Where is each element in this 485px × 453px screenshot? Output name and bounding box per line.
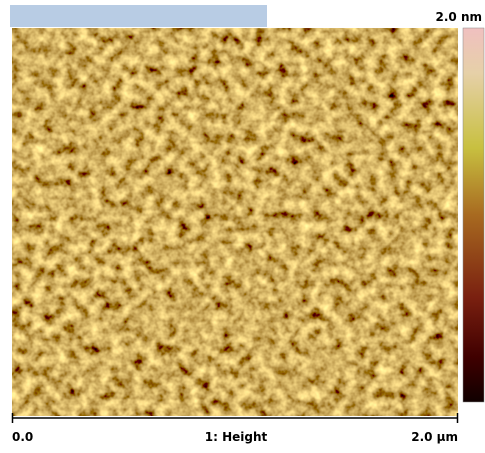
height-image [12, 28, 458, 416]
axis-end: 2.0 µm [411, 430, 458, 444]
title-bar [10, 5, 267, 27]
axis-title: 1: Height [205, 430, 268, 444]
scale-max-label: 2.0 nm [436, 10, 482, 24]
axis-start: 0.0 [12, 430, 33, 444]
color-bar [462, 27, 485, 403]
